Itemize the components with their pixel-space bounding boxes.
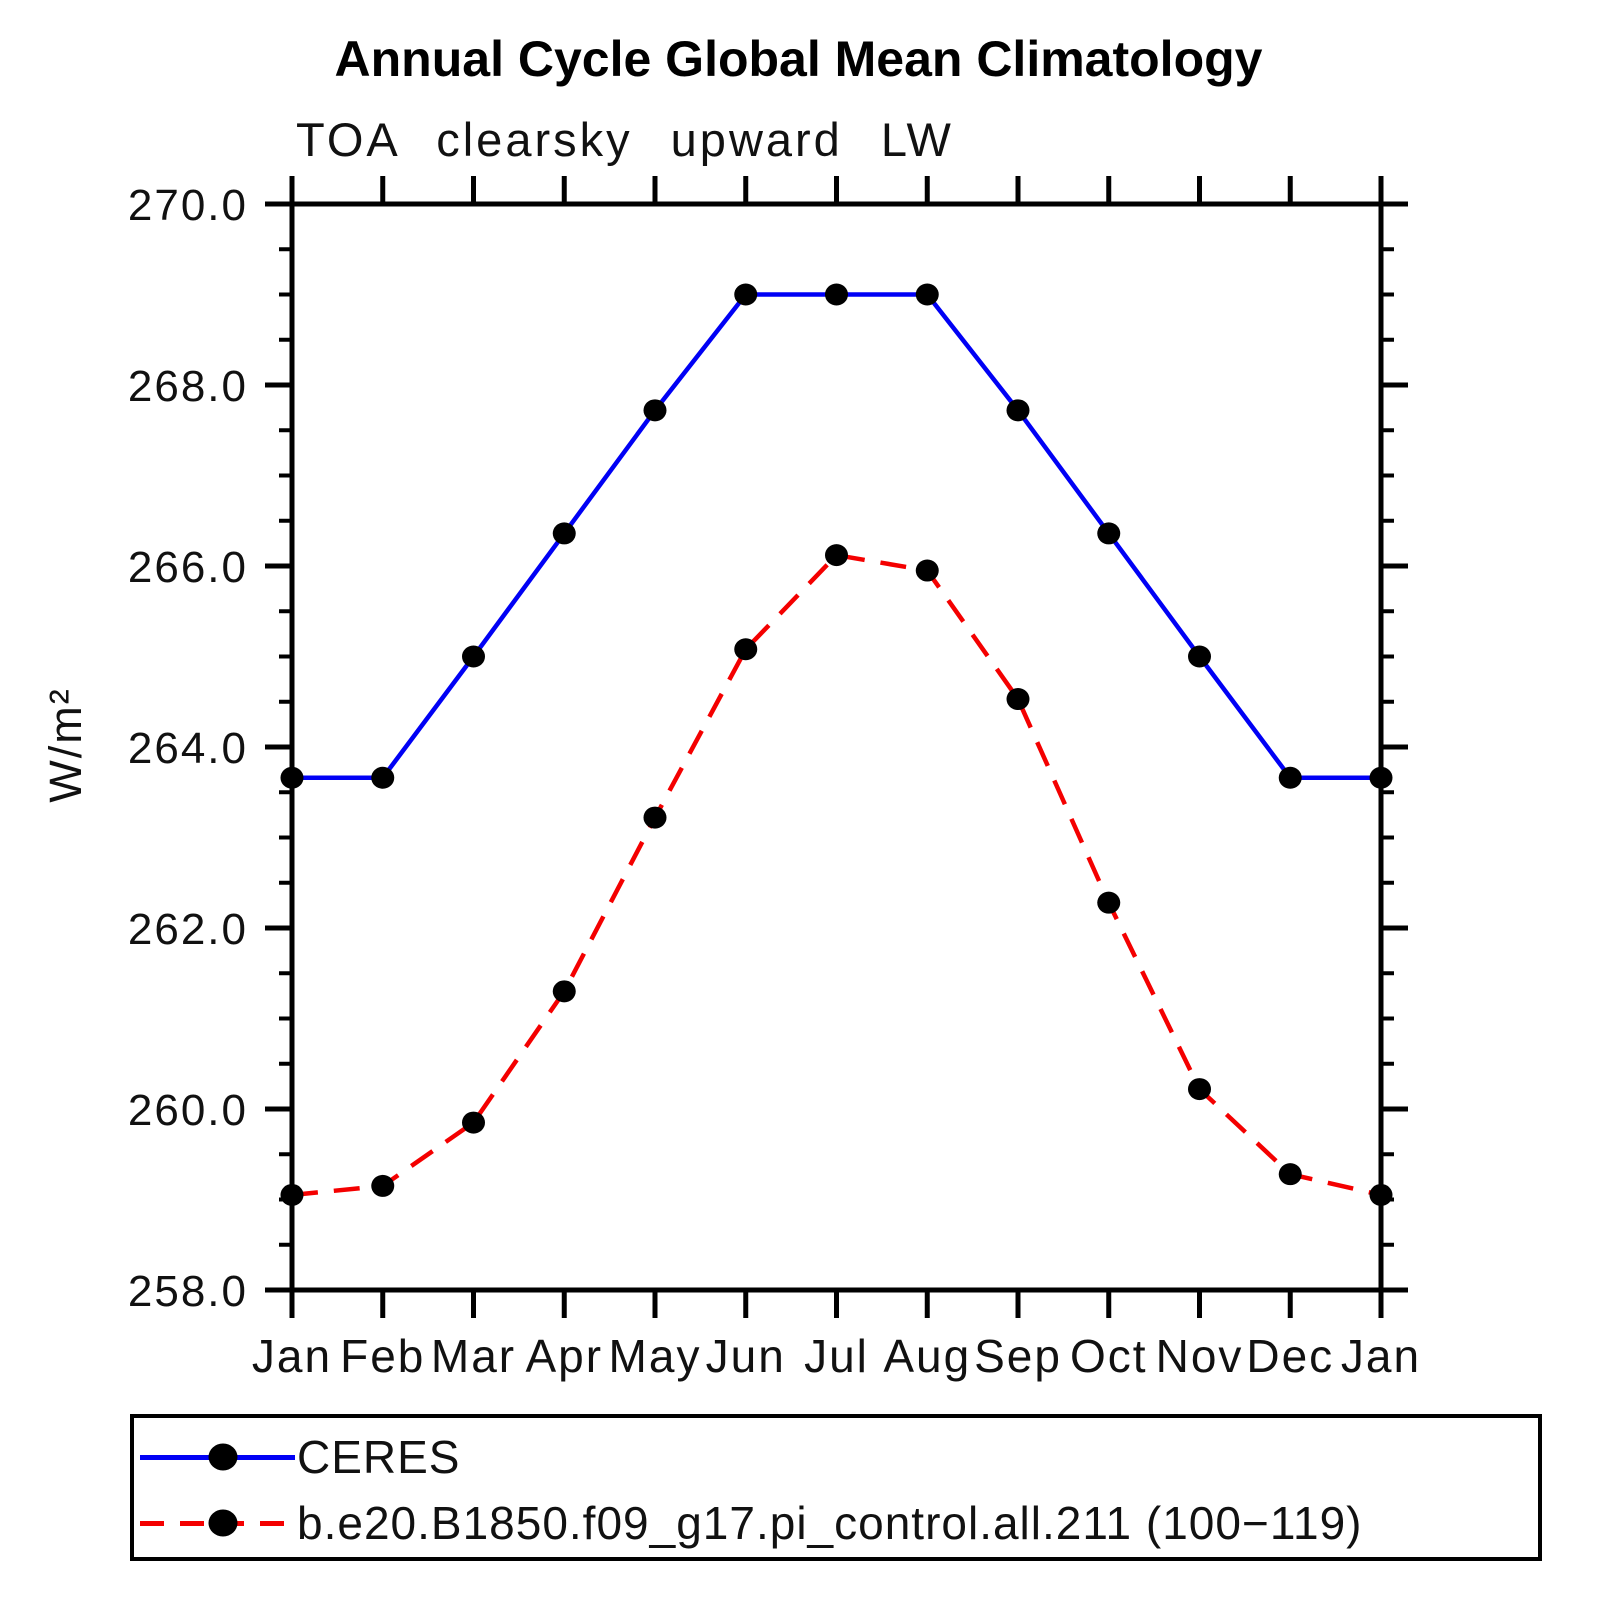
x-tick-label-apr: Apr [525,1330,603,1382]
y-tick-label: 264.0 [128,724,248,773]
data-point-marker-s1-feb [371,1174,395,1197]
data-point-marker-s1-jan [280,1183,304,1206]
legend-line-sample-solid [140,1443,295,1470]
x-tick-label-jun: Jun [706,1330,786,1382]
chart-title: Annual Cycle Global Mean Climatology [334,31,1263,87]
data-point-marker-s0-may [643,399,667,422]
x-tick-label-nov: Nov [1156,1330,1244,1382]
data-point-marker-s0-jan [1369,766,1393,789]
data-point-marker-s1-dec [1278,1163,1302,1186]
data-point-marker-s1-jul [825,544,848,567]
legend-line-sample-dashed [140,1509,295,1536]
x-tick-label-feb: Feb [340,1330,425,1382]
x-tick-label-dec: Dec [1246,1330,1334,1382]
legend-item-ceres: CERES [140,1428,460,1486]
x-tick-label-oct: Oct [1070,1330,1148,1382]
data-point-marker-s0-apr [552,522,576,545]
x-tick-label-mar: Mar [431,1330,516,1382]
legend-marker-dot-icon [208,1509,238,1536]
data-point-marker-s1-oct [1097,891,1121,914]
x-tick-label-aug: Aug [883,1330,971,1382]
data-point-marker-s0-jun [734,283,758,306]
data-point-marker-s1-jan [1369,1183,1393,1206]
data-point-marker-s1-sep [1006,688,1030,711]
y-tick-label: 268.0 [128,362,248,411]
data-point-marker-s0-mar [462,645,485,668]
data-point-marker-s1-mar [462,1111,485,1134]
legend-item-model: b.e20.B1850.f09_g17.pi_control.all.211 (… [140,1494,1362,1552]
data-point-marker-s0-feb [371,766,395,789]
y-tick-label: 270.0 [128,181,248,230]
x-tick-label-jan: Jan [252,1330,332,1382]
legend: CERES b.e20.B1850.f09_g17.pi_control.all… [130,1414,1542,1561]
data-point-marker-s0-sep [1006,399,1030,422]
data-point-marker-s0-aug [915,283,939,306]
plot-frame [289,201,1384,1293]
legend-item-label: b.e20.B1850.f09_g17.pi_control.all.211 (… [297,1497,1363,1549]
data-point-marker-s0-jul [825,283,848,306]
x-tick-label-jul: Jul [804,1330,869,1382]
data-point-marker-s1-may [643,806,667,829]
data-point-marker-s1-aug [915,559,939,582]
x-tick-label-sep: Sep [974,1330,1062,1382]
data-point-marker-s0-jan [280,766,304,789]
series-line-1 [291,552,1382,1198]
x-tick-label-may: May [609,1330,702,1382]
series-line-0 [292,292,1381,781]
y-tick-label: 260.0 [128,1086,248,1135]
chart-subtitle: TOA clearsky upward LW [296,113,954,166]
data-point-marker-s0-oct [1097,522,1121,545]
data-point-marker-s1-nov [1188,1078,1211,1101]
y-tick-label: 262.0 [128,905,248,954]
data-point-marker-s0-dec [1278,766,1302,789]
y-tick-label: 258.0 [128,1267,248,1316]
y-tick-label: 266.0 [128,543,248,592]
data-point-marker-s0-nov [1188,645,1211,668]
legend-item-label: CERES [297,1431,461,1483]
data-point-marker-s1-jun [734,638,758,661]
x-tick-label-jan: Jan [1341,1330,1421,1382]
legend-marker-dot-icon [208,1443,238,1470]
data-point-marker-s1-apr [552,980,576,1003]
